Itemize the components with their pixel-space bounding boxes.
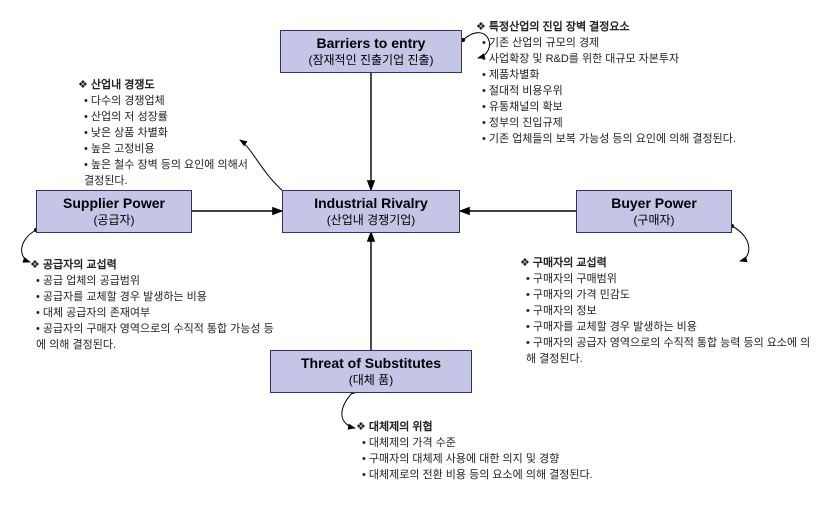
annotation-item: 공급 업체의 공급범위 [30, 274, 280, 290]
annotation-item: 대체 공급자의 존재여부 [30, 306, 280, 322]
annotation-item: 기존 산업의 규모의 경제 [476, 36, 736, 52]
annotation-item: 정부의 진입규제 [476, 116, 736, 132]
node-title-en: Industrial Rivalry [289, 195, 453, 213]
annotation-item: 구매자의 공급자 영역으로의 수직적 통합 능력 등의 요소에 의해 결정된다. [520, 336, 820, 368]
annotation-item: 제품차별화 [476, 68, 736, 84]
annotation-item: 기존 업체들의 보복 가능성 등의 요인에 의해 결정된다. [476, 132, 736, 148]
annotation-header: 대체제의 위협 [356, 420, 593, 436]
annotation-substitutes: 대체제의 위협대체제의 가격 수준구매자의 대체제 사용에 대한 의지 및 경향… [356, 420, 593, 484]
annotation-item: 공급자의 구매자 영역으로의 수직적 통합 가능성 등에 의해 결정된다. [30, 322, 280, 354]
node-threat-of-substitutes: Threat of Substitutes (대체 품) [270, 350, 472, 393]
annotation-header: 특정산업의 진입 장벽 결정요소 [476, 20, 736, 36]
node-title-en: Buyer Power [583, 195, 725, 213]
annotation-barriers: 특정산업의 진입 장벽 결정요소기존 산업의 규모의 경제사업확장 및 R&D를… [476, 20, 736, 148]
node-title-ko: (산업내 경쟁기업) [289, 213, 453, 228]
annotation-header: 구매자의 교섭력 [520, 256, 820, 272]
annotation-item: 낮은 상품 차별화 [78, 126, 258, 142]
annotation-item: 사업확장 및 R&D를 위한 대규모 자본투자 [476, 52, 736, 68]
annotation-item: 높은 철수 장벽 등의 요인에 의해서 결정된다. [78, 158, 258, 190]
annotation-item: 절대적 비용우위 [476, 84, 736, 100]
annotation-item: 유통채널의 확보 [476, 100, 736, 116]
annotation-supplier: 공급자의 교섭력공급 업체의 공급범위공급자를 교체할 경우 발생하는 비용대체… [30, 258, 280, 354]
annotation-header: 산업내 경쟁도 [78, 78, 258, 94]
annotation-buyer: 구매자의 교섭력구매자의 구매범위구매자의 가격 민감도구매자의 정보구매자를 … [520, 256, 820, 368]
node-industrial-rivalry: Industrial Rivalry (산업내 경쟁기업) [282, 190, 460, 233]
node-title-en: Threat of Substitutes [277, 355, 465, 373]
annotation-rivalry: 산업내 경쟁도다수의 경쟁업체산업의 저 성장률낮은 상품 차별화높은 고정비용… [78, 78, 258, 190]
annotation-item: 구매자의 가격 민감도 [520, 288, 820, 304]
node-title-ko: (구매자) [583, 213, 725, 228]
annotation-item: 높은 고정비용 [78, 142, 258, 158]
annotation-item: 구매자를 교체할 경우 발생하는 비용 [520, 320, 820, 336]
node-title-ko: (잠재적인 진출기업 진출) [287, 53, 455, 68]
annotation-item: 산업의 저 성장률 [78, 110, 258, 126]
annotation-item: 공급자를 교체할 경우 발생하는 비용 [30, 290, 280, 306]
node-title-ko: (공급자) [43, 213, 185, 228]
node-title-en: Supplier Power [43, 195, 185, 213]
node-barriers-to-entry: Barriers to entry (잠재적인 진출기업 진출) [280, 30, 462, 73]
annotation-item: 구매자의 대체제 사용에 대한 의지 및 경향 [356, 452, 593, 468]
annotation-item: 대체제의 가격 수준 [356, 436, 593, 452]
node-supplier-power: Supplier Power (공급자) [36, 190, 192, 233]
node-buyer-power: Buyer Power (구매자) [576, 190, 732, 233]
annotation-item: 구매자의 정보 [520, 304, 820, 320]
annotation-item: 다수의 경쟁업체 [78, 94, 258, 110]
annotation-header: 공급자의 교섭력 [30, 258, 280, 274]
annotation-item: 대체제로의 전환 비용 등의 요소에 의해 결정된다. [356, 468, 593, 484]
node-title-en: Barriers to entry [287, 35, 455, 53]
node-title-ko: (대체 품) [277, 373, 465, 388]
annotation-item: 구매자의 구매범위 [520, 272, 820, 288]
